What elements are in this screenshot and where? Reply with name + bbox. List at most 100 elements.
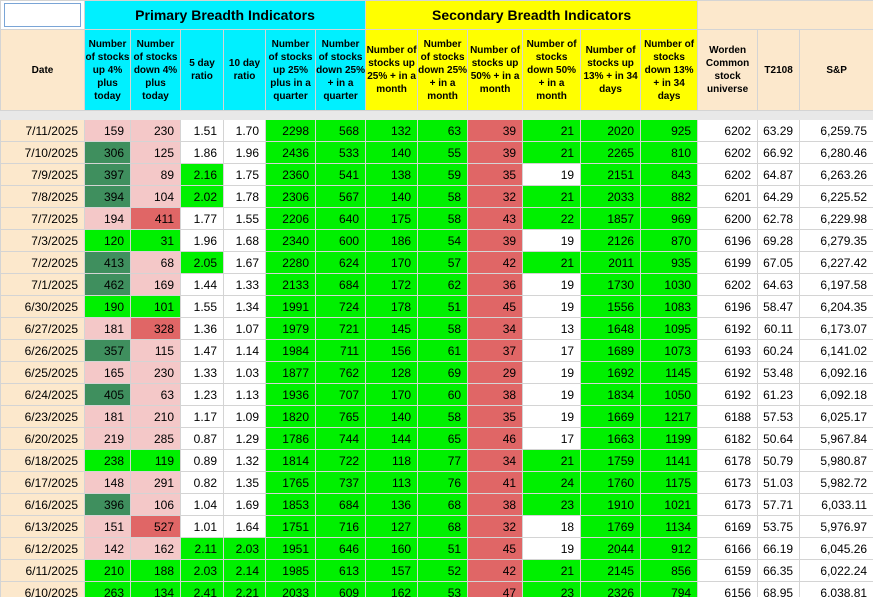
cell-up-13pct-34days[interactable]: 1692 — [580, 361, 642, 384]
name-box[interactable] — [0, 0, 85, 30]
cell-up-25pct-quarter[interactable]: 1984 — [265, 339, 316, 362]
cell-stocks-down-4pct[interactable]: 31 — [130, 229, 181, 252]
cell-ratio-10day[interactable]: 1.32 — [223, 449, 266, 472]
cell-sp[interactable]: 6,038.81 — [799, 581, 873, 597]
cell-down-50pct-month[interactable]: 24 — [522, 471, 582, 494]
cell-stocks-down-4pct[interactable]: 162 — [130, 537, 181, 560]
cell-t2108[interactable]: 66.35 — [757, 559, 801, 582]
cell-down-25pct-quarter[interactable]: 707 — [314, 383, 367, 406]
cell-down-25pct-quarter[interactable]: 684 — [314, 493, 367, 516]
cell-ratio-5day[interactable]: 1.17 — [180, 405, 224, 428]
cell-sp[interactable]: 6,033.11 — [799, 493, 873, 516]
cell-up-25pct-quarter[interactable]: 1765 — [265, 471, 316, 494]
cell-stocks-up-4pct[interactable]: 413 — [84, 251, 131, 274]
cell-down-50pct-month[interactable]: 17 — [522, 427, 582, 450]
column-header-up-13pct-34days[interactable]: Number of stocks up 13% + in 34 days — [580, 29, 642, 111]
cell-ratio-5day[interactable]: 2.16 — [180, 163, 224, 186]
cell-up-50pct-month[interactable]: 39 — [467, 141, 524, 164]
cell-up-50pct-month[interactable]: 39 — [467, 119, 524, 142]
cell-stocks-down-4pct[interactable]: 119 — [130, 449, 181, 472]
cell-ratio-5day[interactable]: 2.11 — [180, 537, 224, 560]
cell-sp[interactable]: 6,227.42 — [799, 251, 873, 274]
cell-ratio-5day[interactable]: 1.86 — [180, 141, 224, 164]
cell-up-25pct-month[interactable]: 172 — [365, 273, 419, 296]
column-header-ratio-10day[interactable]: 10 day ratio — [223, 29, 266, 111]
cell-worden-universe[interactable]: 6156 — [697, 581, 759, 597]
cell-ratio-5day[interactable]: 1.23 — [180, 383, 224, 406]
cell-stocks-up-4pct[interactable]: 148 — [84, 471, 131, 494]
cell-up-25pct-month[interactable]: 170 — [365, 251, 419, 274]
cell-down-13pct-34days[interactable]: 1050 — [640, 383, 699, 406]
cell-down-50pct-month[interactable]: 19 — [522, 537, 582, 560]
cell-ratio-5day[interactable]: 1.55 — [180, 295, 224, 318]
cell-worden-universe[interactable]: 6200 — [697, 207, 759, 230]
cell-t2108[interactable]: 66.92 — [757, 141, 801, 164]
cell-t2108[interactable]: 51.03 — [757, 471, 801, 494]
cell-ratio-10day[interactable]: 1.09 — [223, 405, 266, 428]
cell-ratio-5day[interactable]: 1.36 — [180, 317, 224, 340]
table-row[interactable]: 7/1/2025 462 169 1.44 1.33 2133 684 172 62 36 19 17… — [0, 273, 873, 296]
cell-worden-universe[interactable]: 6192 — [697, 317, 759, 340]
cell-date[interactable]: 6/13/2025 — [0, 515, 85, 538]
cell-up-50pct-month[interactable]: 46 — [467, 427, 524, 450]
cell-stocks-down-4pct[interactable]: 328 — [130, 317, 181, 340]
cell-up-13pct-34days[interactable]: 2044 — [580, 537, 642, 560]
cell-ratio-5day[interactable]: 0.82 — [180, 471, 224, 494]
cell-t2108[interactable]: 60.24 — [757, 339, 801, 362]
cell-up-50pct-month[interactable]: 34 — [467, 317, 524, 340]
cell-stocks-down-4pct[interactable]: 527 — [130, 515, 181, 538]
cell-down-50pct-month[interactable]: 21 — [522, 141, 582, 164]
cell-up-25pct-month[interactable]: 156 — [365, 339, 419, 362]
cell-up-13pct-34days[interactable]: 1769 — [580, 515, 642, 538]
cell-stocks-down-4pct[interactable]: 106 — [130, 493, 181, 516]
cell-up-25pct-month[interactable]: 144 — [365, 427, 419, 450]
cell-up-13pct-34days[interactable]: 1730 — [580, 273, 642, 296]
cell-down-13pct-34days[interactable]: 1199 — [640, 427, 699, 450]
cell-stocks-up-4pct[interactable]: 142 — [84, 537, 131, 560]
cell-down-25pct-quarter[interactable]: 568 — [314, 119, 367, 142]
cell-down-25pct-quarter[interactable]: 609 — [314, 581, 367, 597]
cell-stocks-down-4pct[interactable]: 89 — [130, 163, 181, 186]
cell-t2108[interactable]: 50.79 — [757, 449, 801, 472]
cell-worden-universe[interactable]: 6166 — [697, 537, 759, 560]
column-header-down-13pct-34days[interactable]: Number of stocks down 13% + in 34 days — [640, 29, 699, 111]
cell-up-25pct-quarter[interactable]: 1751 — [265, 515, 316, 538]
cell-worden-universe[interactable]: 6192 — [697, 383, 759, 406]
cell-up-25pct-quarter[interactable]: 1936 — [265, 383, 316, 406]
cell-up-25pct-month[interactable]: 132 — [365, 119, 419, 142]
cell-date[interactable]: 6/18/2025 — [0, 449, 85, 472]
cell-down-25pct-month[interactable]: 53 — [417, 581, 469, 597]
cell-stocks-up-4pct[interactable]: 397 — [84, 163, 131, 186]
cell-down-13pct-34days[interactable]: 1141 — [640, 449, 699, 472]
cell-down-25pct-month[interactable]: 58 — [417, 405, 469, 428]
cell-up-50pct-month[interactable]: 37 — [467, 339, 524, 362]
table-row[interactable]: 6/16/2025 396 106 1.04 1.69 1853 684 136 68 38 23 1… — [0, 493, 873, 516]
cell-up-13pct-34days[interactable]: 1760 — [580, 471, 642, 494]
cell-up-25pct-month[interactable]: 140 — [365, 141, 419, 164]
cell-sp[interactable]: 6,092.18 — [799, 383, 873, 406]
table-row[interactable]: 6/26/2025 357 115 1.47 1.14 1984 711 156 61 37 17 1… — [0, 339, 873, 362]
cell-up-13pct-34days[interactable]: 1759 — [580, 449, 642, 472]
cell-down-13pct-34days[interactable]: 1073 — [640, 339, 699, 362]
cell-up-25pct-month[interactable]: 127 — [365, 515, 419, 538]
cell-up-50pct-month[interactable]: 32 — [467, 185, 524, 208]
cell-t2108[interactable]: 60.11 — [757, 317, 801, 340]
cell-down-50pct-month[interactable]: 21 — [522, 449, 582, 472]
column-header-ratio-5day[interactable]: 5 day ratio — [180, 29, 224, 111]
cell-down-25pct-quarter[interactable]: 724 — [314, 295, 367, 318]
cell-ratio-5day[interactable]: 2.41 — [180, 581, 224, 597]
table-row[interactable]: 7/9/2025 397 89 2.16 1.75 2360 541 138 59 35 19 215… — [0, 163, 873, 186]
cell-date[interactable]: 6/16/2025 — [0, 493, 85, 516]
cell-up-25pct-month[interactable]: 136 — [365, 493, 419, 516]
cell-down-50pct-month[interactable]: 21 — [522, 185, 582, 208]
cell-down-25pct-month[interactable]: 77 — [417, 449, 469, 472]
cell-sp[interactable]: 6,259.75 — [799, 119, 873, 142]
cell-ratio-10day[interactable]: 1.96 — [223, 141, 266, 164]
cell-ratio-10day[interactable]: 1.55 — [223, 207, 266, 230]
cell-up-25pct-month[interactable]: 145 — [365, 317, 419, 340]
cell-t2108[interactable]: 50.64 — [757, 427, 801, 450]
cell-t2108[interactable]: 57.53 — [757, 405, 801, 428]
cell-up-25pct-quarter[interactable]: 1991 — [265, 295, 316, 318]
cell-worden-universe[interactable]: 6202 — [697, 163, 759, 186]
cell-sp[interactable]: 5,976.97 — [799, 515, 873, 538]
